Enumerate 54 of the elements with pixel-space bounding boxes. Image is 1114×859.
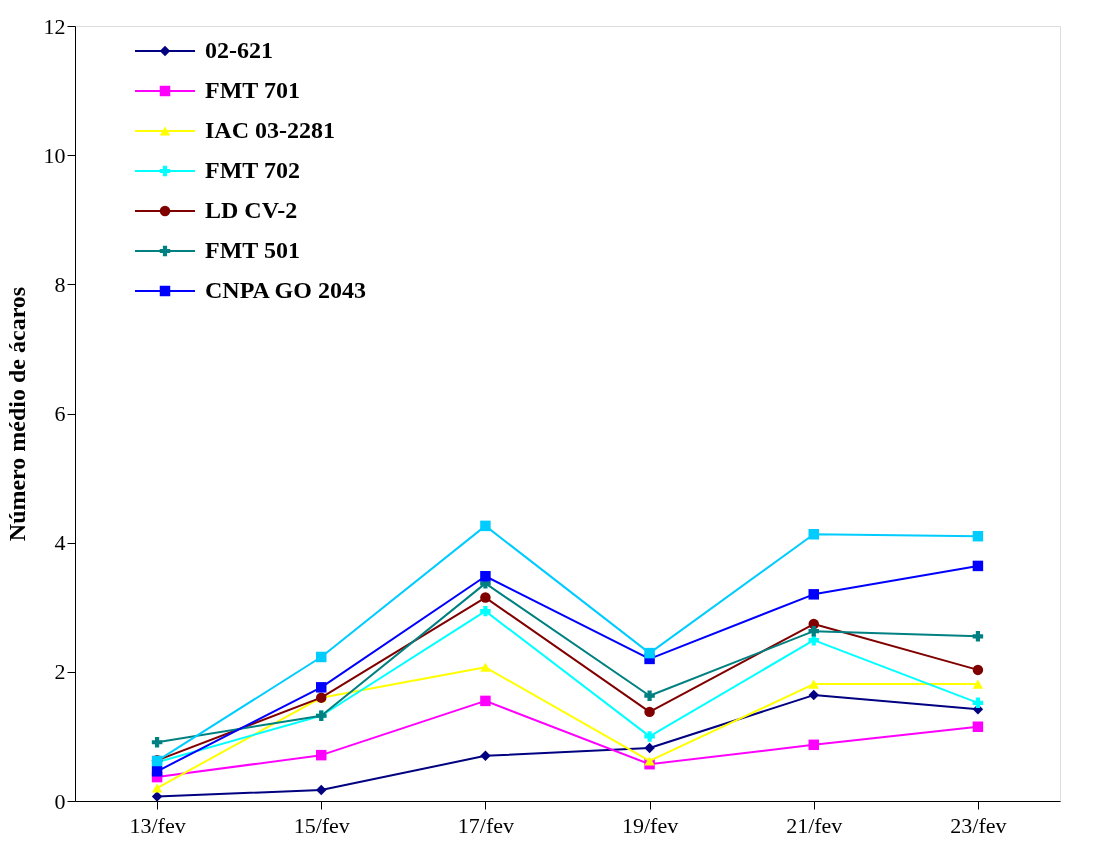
point (808, 625, 819, 637)
point (972, 560, 984, 572)
point (644, 731, 655, 742)
point (151, 736, 163, 748)
point (644, 706, 655, 718)
point (808, 589, 819, 600)
point (808, 739, 819, 751)
y-tick-label: 12 (43, 13, 66, 39)
point (316, 651, 327, 663)
point (316, 682, 327, 693)
x-tick-label: 15/fev (293, 812, 350, 838)
point (972, 664, 984, 676)
point (972, 697, 984, 709)
point (480, 662, 491, 672)
point (480, 592, 491, 603)
point (644, 742, 655, 754)
point (644, 647, 655, 659)
legend-label: CNPA GO 2043 (205, 277, 366, 303)
y-tick-label: 4 (54, 530, 66, 556)
y-tick-label: 0 (54, 788, 66, 814)
point (480, 520, 491, 532)
x-tick-label: 13/fev (129, 812, 186, 838)
point (480, 695, 491, 707)
point (480, 605, 491, 617)
point (808, 679, 819, 689)
point (480, 750, 491, 762)
x-tick-label: 19/fev (621, 812, 679, 838)
point (808, 689, 819, 701)
point (644, 756, 655, 766)
x-tick-label: 21/fev (786, 812, 843, 838)
point (972, 530, 984, 542)
point (316, 784, 327, 796)
x-tick-label: 17/fev (457, 812, 515, 838)
point (480, 571, 491, 582)
legend-label: IAC 03-2281 (205, 117, 335, 143)
legend-label: FMT 701 (205, 77, 300, 103)
legend-label: 02-621 (205, 37, 273, 63)
point (972, 721, 984, 732)
point (972, 679, 984, 689)
legend-label: FMT 702 (205, 157, 300, 183)
y-tick-label: 8 (54, 271, 66, 297)
x-tick-label: 23/fev (950, 812, 1007, 838)
point (316, 749, 327, 761)
y-axis-title: Número médio de ácaros (3, 286, 30, 542)
legend-label: LD CV-2 (205, 197, 298, 223)
point (972, 631, 984, 642)
legend-label: FMT 501 (205, 237, 300, 263)
y-tick-label: 2 (54, 659, 66, 685)
point (644, 690, 655, 701)
y-tick-label: 6 (54, 401, 66, 426)
point (151, 783, 163, 793)
point (151, 766, 163, 777)
y-tick-label: 10 (43, 142, 66, 168)
point (808, 529, 819, 540)
